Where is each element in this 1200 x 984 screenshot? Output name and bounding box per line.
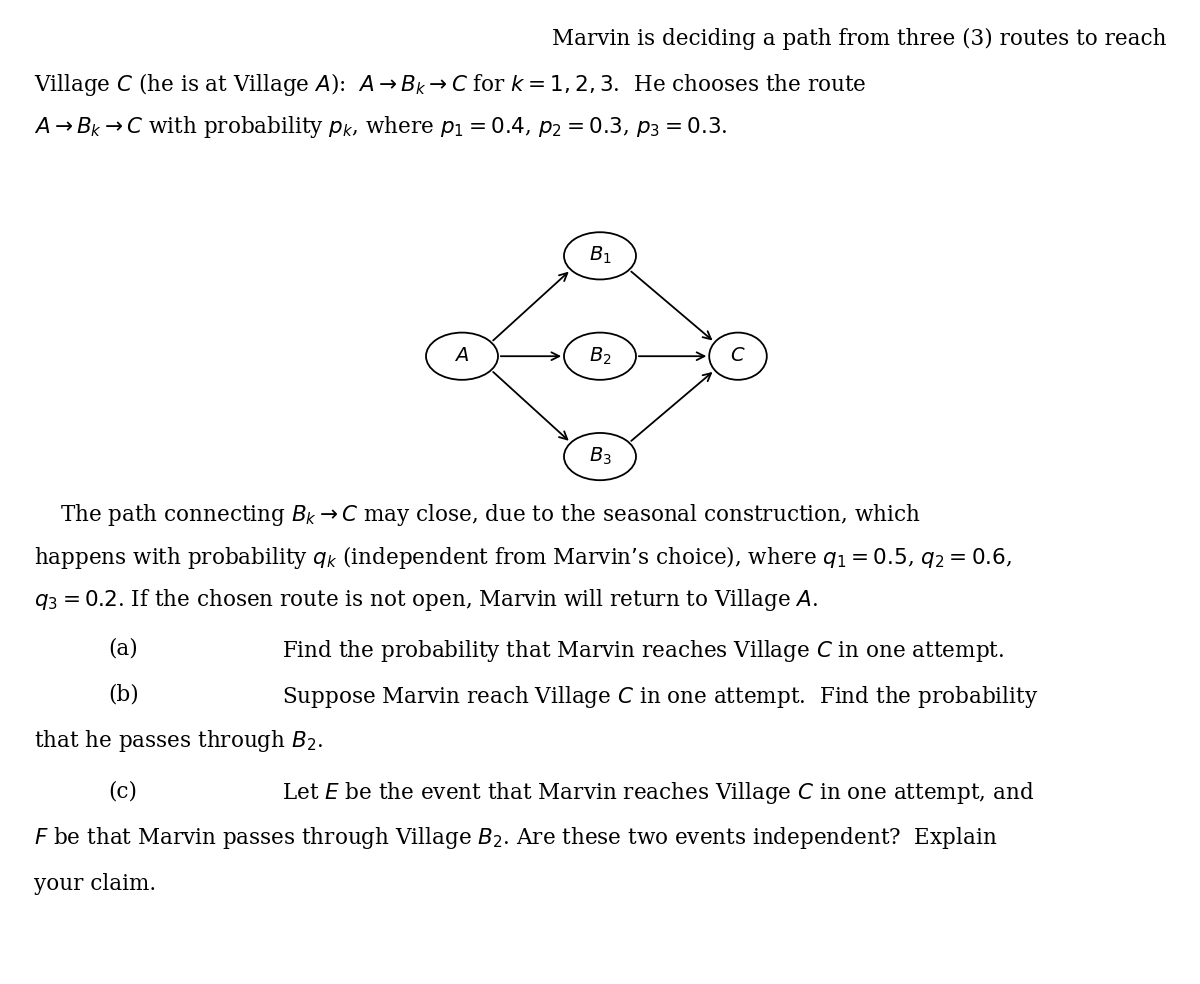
Text: $A$: $A$	[455, 347, 469, 365]
Text: $A \rightarrow B_k \rightarrow C$ with probability $p_k$, where $p_1 = 0.4$, $p_: $A \rightarrow B_k \rightarrow C$ with p…	[34, 114, 727, 140]
Text: $C$: $C$	[731, 347, 745, 365]
Text: $B_2$: $B_2$	[589, 345, 611, 367]
Ellipse shape	[564, 433, 636, 480]
Text: Let $E$ be the event that Marvin reaches Village $C$ in one attempt, and: Let $E$ be the event that Marvin reaches…	[282, 780, 1034, 806]
Text: happens with probability $q_k$ (independent from Marvin’s choice), where $q_1 = : happens with probability $q_k$ (independ…	[34, 544, 1012, 571]
Text: Find the probability that Marvin reaches Village $C$ in one attempt.: Find the probability that Marvin reaches…	[282, 638, 1004, 663]
Text: Suppose Marvin reach Village $C$ in one attempt.  Find the probability: Suppose Marvin reach Village $C$ in one …	[282, 684, 1038, 709]
Text: $F$ be that Marvin passes through Village $B_2$. Are these two events independen: $F$ be that Marvin passes through Villag…	[34, 825, 997, 850]
Ellipse shape	[564, 333, 636, 380]
Text: $B_1$: $B_1$	[589, 245, 611, 267]
Text: Village $C$ (he is at Village $A$):  $A \rightarrow B_k \rightarrow C$ for $k = : Village $C$ (he is at Village $A$): $A \…	[34, 71, 866, 97]
Text: that he passes through $B_2$.: that he passes through $B_2$.	[34, 728, 323, 754]
Text: Marvin is deciding a path from three (3) routes to reach: Marvin is deciding a path from three (3)…	[552, 28, 1166, 49]
Text: $B_3$: $B_3$	[588, 446, 612, 467]
Text: (a): (a)	[108, 638, 138, 659]
Text: (b): (b)	[108, 684, 139, 706]
Text: your claim.: your claim.	[34, 873, 156, 894]
Text: The path connecting $B_k \rightarrow C$ may close, due to the seasonal construct: The path connecting $B_k \rightarrow C$ …	[60, 502, 920, 527]
Ellipse shape	[709, 333, 767, 380]
Ellipse shape	[564, 232, 636, 279]
Text: $q_3 = 0.2$. If the chosen route is not open, Marvin will return to Village $A$.: $q_3 = 0.2$. If the chosen route is not …	[34, 587, 817, 613]
Ellipse shape	[426, 333, 498, 380]
Text: (c): (c)	[108, 780, 137, 802]
